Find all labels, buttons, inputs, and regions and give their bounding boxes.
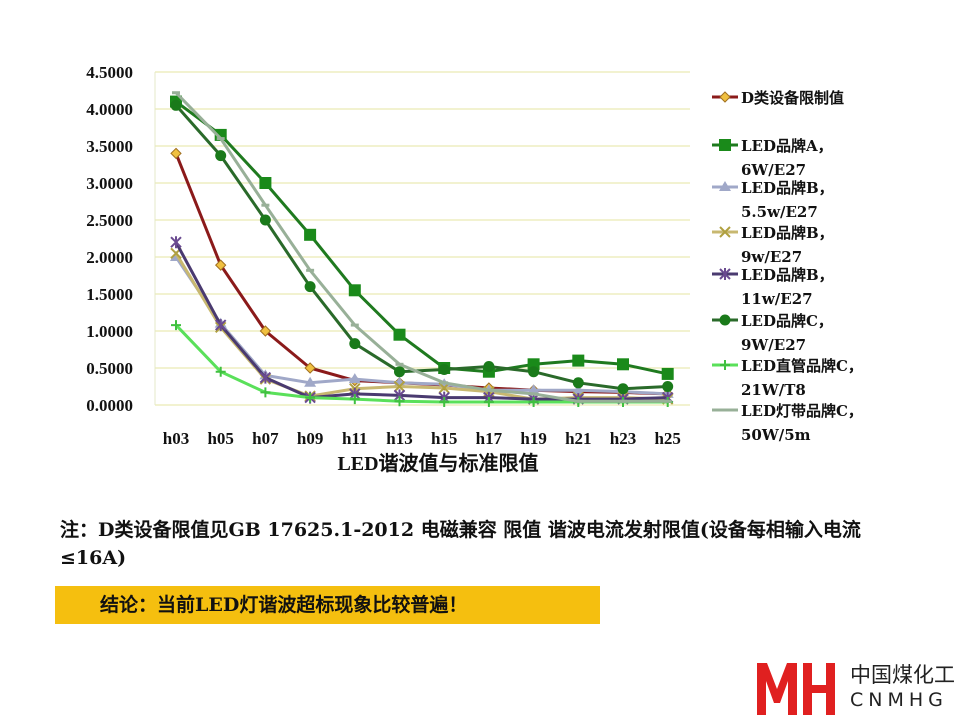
legend-entry-4: LED品牌B，	[741, 266, 834, 284]
x-tick-label: h05	[207, 429, 233, 448]
data-point-s6-h05	[215, 366, 226, 377]
y-tick-label: 3.0000	[86, 174, 133, 193]
x-tick-label: h13	[386, 429, 412, 448]
x-tick-label: h25	[654, 429, 680, 448]
data-point-s1-h09	[304, 228, 317, 241]
data-point-s1-h07	[259, 177, 272, 189]
data-point-s4-h05	[214, 319, 227, 332]
data-point-s2-h19	[527, 384, 540, 395]
data-point-s0-h05	[214, 259, 227, 271]
mh-logo-icon	[757, 663, 835, 715]
legend-entry-5: 9W/E27	[741, 336, 806, 354]
data-point-s1-h25	[661, 367, 674, 380]
data-point-s0-h03	[170, 147, 182, 160]
data-point-s1-h13	[393, 328, 406, 341]
data-point-s6-h17	[483, 397, 494, 408]
x-tick-label: h19	[520, 429, 546, 448]
x-axis-label: LED谐波值与标准限值	[337, 451, 538, 475]
y-tick-label: 2.5000	[86, 211, 133, 230]
legend-entry-2: LED品牌B，	[741, 179, 834, 197]
series-line-4	[174, 241, 668, 401]
data-point-s5-h11	[349, 338, 361, 350]
footnote: 注：D类设备限值见GB 17625.1-2012 电磁兼容 限值 谐波电流发射限…	[60, 519, 861, 569]
data-point-s5-h21	[572, 377, 584, 389]
data-point-s5-h15	[438, 363, 450, 375]
y-tick-label: 0.5000	[86, 359, 133, 378]
x-tick-label: h21	[565, 429, 591, 448]
legend-marker-6	[720, 360, 730, 370]
data-point-s5-h23	[617, 383, 629, 395]
legend-entry-2: 5.5w/E27	[741, 203, 818, 221]
legend-entry-6: LED直管品牌C，	[741, 357, 863, 375]
data-point-s6-h03	[171, 320, 181, 331]
y-tick-label: 2.0000	[86, 248, 133, 267]
data-point-s6-h07	[260, 387, 271, 398]
series-line-3	[174, 252, 668, 401]
data-point-s5-h09	[304, 281, 316, 293]
x-tick-label: h17	[476, 429, 503, 448]
conclusion-banner: 结论：当前LED灯谐波超标现象比较普遍！	[55, 586, 600, 624]
legend-entry-4: 11w/E27	[741, 290, 813, 308]
y-tick-label: 3.5000	[86, 137, 133, 156]
x-tick-label: h23	[610, 429, 636, 448]
data-point-s0-h09	[304, 362, 316, 374]
data-point-s6-h15	[439, 397, 450, 408]
logo: 中国煤化工 CNMHG	[755, 655, 955, 717]
y-tick-label: 1.0000	[86, 322, 133, 341]
legend-marker-1	[719, 139, 731, 151]
data-point-s2-h21	[572, 384, 585, 395]
data-point-s6-h19	[528, 397, 539, 408]
legend-entry-7: 50W/5m	[741, 426, 811, 444]
legend-entry-3: 9w/E27	[741, 248, 802, 266]
harmonic-line-chart: 0.0000 0.5000 1.0000 1.5000 2.0000 2.5000 3.00…	[86, 63, 863, 475]
data-point-s5-h05	[215, 150, 227, 162]
legend-entry-6: 21W/T8	[741, 381, 806, 399]
data-point-s5-h03	[170, 99, 182, 111]
x-tick-label: h11	[342, 429, 368, 448]
legend-marker-3	[719, 226, 731, 238]
data-point-s6-h11	[349, 394, 360, 405]
y-tick-label: 0.0000	[86, 396, 133, 415]
y-tick-label: 1.5000	[86, 285, 133, 304]
data-point-s4-h03	[170, 236, 182, 249]
data-point-s6-h09	[305, 392, 316, 403]
legend-marker-0	[719, 91, 731, 103]
legend-entry-3: LED品牌B，	[741, 224, 834, 242]
data-point-s6-h13	[394, 396, 405, 407]
data-point-s5-h19	[528, 366, 540, 378]
legend-entry-1: 6W/E27	[741, 161, 806, 179]
data-point-s5-h13	[394, 366, 405, 378]
data-point-s1-h23	[617, 358, 629, 371]
data-point-s5-h07	[259, 214, 271, 226]
legend-entry-7: LED灯带品牌C，	[741, 402, 863, 420]
series-line-1	[175, 100, 669, 376]
legend-entry-5: LED品牌C，	[741, 312, 833, 330]
x-tick-label: h09	[297, 429, 323, 448]
legend-marker-5	[719, 314, 731, 326]
legend-entry-1: LED品牌A，	[741, 137, 833, 155]
data-point-s0-h07	[259, 325, 272, 337]
data-point-s1-h11	[348, 284, 361, 297]
legend-marker-4	[719, 268, 731, 280]
data-point-s5-h17	[483, 361, 495, 373]
data-point-s4-h07	[259, 371, 272, 384]
data-point-s1-h21	[572, 354, 585, 367]
series-line-5	[174, 104, 668, 391]
data-point-s2-h11	[348, 373, 361, 384]
legend-marker-2	[719, 181, 731, 191]
data-point-s2-h09	[304, 376, 317, 387]
logo-cn: 中国煤化工	[850, 663, 955, 687]
data-point-s3-h13	[393, 380, 406, 393]
logo-en: CNMHG	[850, 689, 948, 711]
legend-entry-0: D类设备限制值	[741, 89, 844, 107]
y-tick-label: 4.5000	[86, 63, 133, 82]
x-tick-label: h03	[163, 429, 189, 448]
series-line-7	[174, 91, 668, 403]
x-tick-label: h15	[431, 429, 457, 448]
x-tick-label: h07	[252, 429, 279, 448]
y-tick-label: 4.0000	[86, 100, 133, 119]
data-point-s5-h25	[662, 381, 674, 392]
